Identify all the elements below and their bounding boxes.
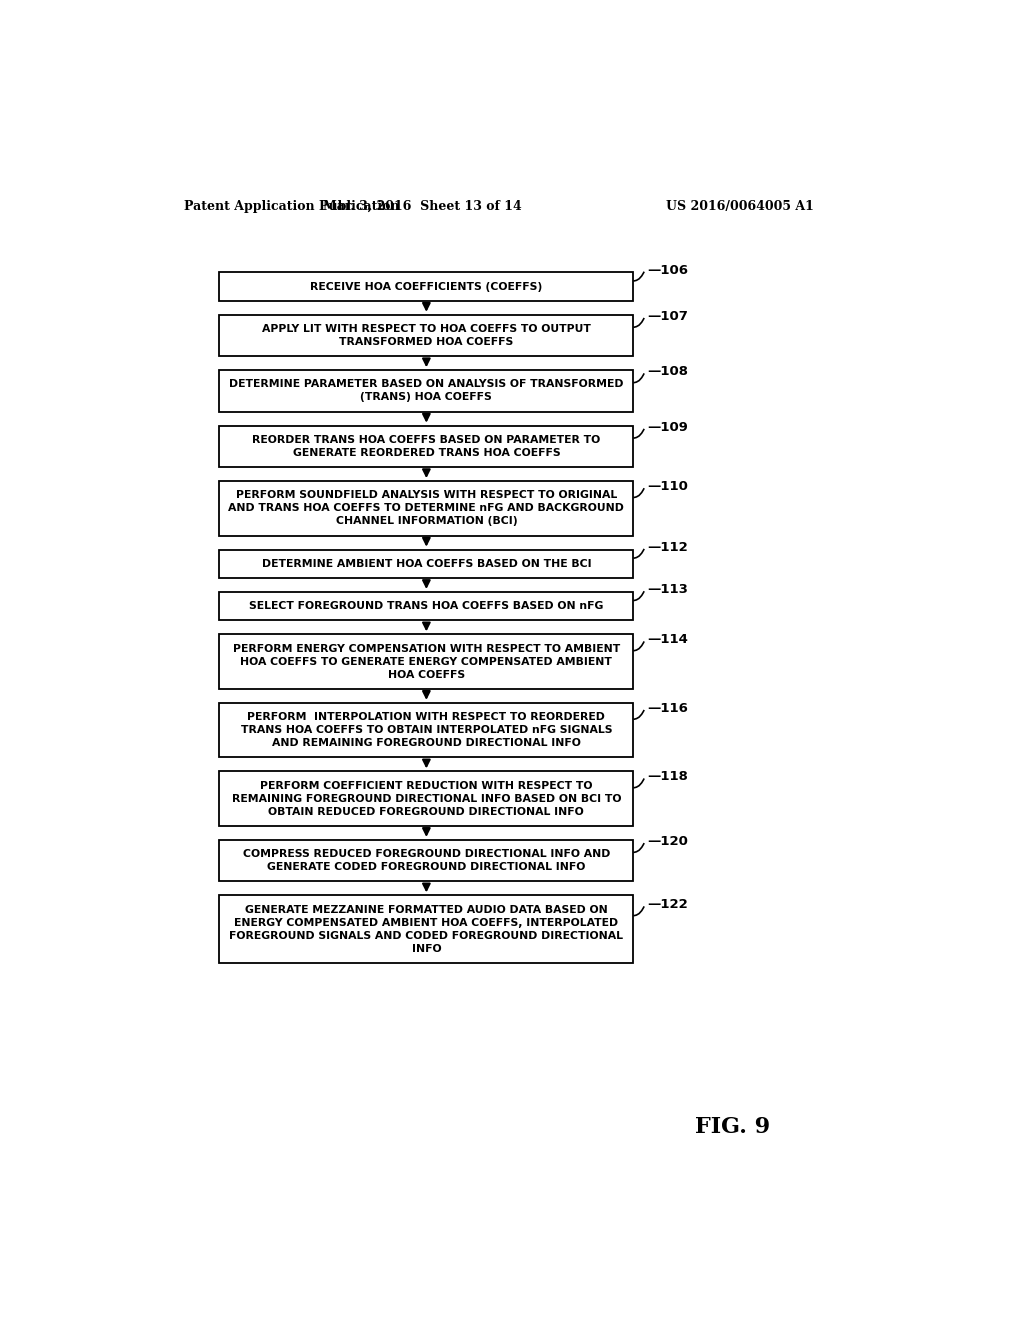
Text: —107: —107 bbox=[647, 310, 688, 323]
Text: APPLY LIT WITH RESPECT TO HOA COEFFS TO OUTPUT: APPLY LIT WITH RESPECT TO HOA COEFFS TO … bbox=[262, 323, 591, 334]
Text: FIG. 9: FIG. 9 bbox=[695, 1117, 770, 1138]
Text: REMAINING FOREGROUND DIRECTIONAL INFO BASED ON BCI TO: REMAINING FOREGROUND DIRECTIONAL INFO BA… bbox=[231, 793, 622, 804]
Text: SELECT FOREGROUND TRANS HOA COEFFS BASED ON nFG: SELECT FOREGROUND TRANS HOA COEFFS BASED… bbox=[249, 601, 603, 611]
Text: GENERATE MEZZANINE FORMATTED AUDIO DATA BASED ON: GENERATE MEZZANINE FORMATTED AUDIO DATA … bbox=[245, 904, 608, 915]
Text: —122: —122 bbox=[647, 899, 688, 911]
Text: —114: —114 bbox=[647, 634, 688, 647]
Text: DETERMINE PARAMETER BASED ON ANALYSIS OF TRANSFORMED: DETERMINE PARAMETER BASED ON ANALYSIS OF… bbox=[229, 379, 624, 389]
Text: —113: —113 bbox=[647, 583, 688, 597]
Text: —106: —106 bbox=[647, 264, 688, 277]
Text: PERFORM  INTERPOLATION WITH RESPECT TO REORDERED: PERFORM INTERPOLATION WITH RESPECT TO RE… bbox=[248, 711, 605, 722]
Text: GENERATE CODED FOREGROUND DIRECTIONAL INFO: GENERATE CODED FOREGROUND DIRECTIONAL IN… bbox=[267, 862, 586, 873]
Text: PERFORM SOUNDFIELD ANALYSIS WITH RESPECT TO ORIGINAL: PERFORM SOUNDFIELD ANALYSIS WITH RESPECT… bbox=[236, 490, 617, 500]
Text: PERFORM ENERGY COMPENSATION WITH RESPECT TO AMBIENT: PERFORM ENERGY COMPENSATION WITH RESPECT… bbox=[232, 644, 620, 653]
Text: Mar. 3, 2016  Sheet 13 of 14: Mar. 3, 2016 Sheet 13 of 14 bbox=[324, 199, 522, 213]
Bar bbox=[219, 840, 633, 882]
Text: AND REMAINING FOREGROUND DIRECTIONAL INFO: AND REMAINING FOREGROUND DIRECTIONAL INF… bbox=[272, 738, 581, 748]
Text: —108: —108 bbox=[647, 366, 688, 379]
Text: TRANS HOA COEFFS TO OBTAIN INTERPOLATED nFG SIGNALS: TRANS HOA COEFFS TO OBTAIN INTERPOLATED … bbox=[241, 725, 612, 735]
Text: TRANSFORMED HOA COEFFS: TRANSFORMED HOA COEFFS bbox=[339, 337, 513, 347]
Text: US 2016/0064005 A1: US 2016/0064005 A1 bbox=[667, 199, 814, 213]
Bar bbox=[219, 591, 633, 620]
Text: GENERATE REORDERED TRANS HOA COEFFS: GENERATE REORDERED TRANS HOA COEFFS bbox=[293, 447, 560, 458]
Bar bbox=[219, 895, 633, 964]
Text: AND TRANS HOA COEFFS TO DETERMINE nFG AND BACKGROUND: AND TRANS HOA COEFFS TO DETERMINE nFG AN… bbox=[228, 503, 625, 513]
Bar bbox=[219, 370, 633, 412]
Bar bbox=[219, 549, 633, 578]
Text: —112: —112 bbox=[647, 541, 688, 554]
Text: —120: —120 bbox=[647, 836, 688, 847]
Text: —116: —116 bbox=[647, 702, 688, 715]
Text: —109: —109 bbox=[647, 421, 688, 434]
Bar bbox=[219, 771, 633, 826]
Text: ENERGY COMPENSATED AMBIENT HOA COEFFS, INTERPOLATED: ENERGY COMPENSATED AMBIENT HOA COEFFS, I… bbox=[234, 917, 618, 928]
Text: Patent Application Publication: Patent Application Publication bbox=[183, 199, 399, 213]
Text: PERFORM COEFFICIENT REDUCTION WITH RESPECT TO: PERFORM COEFFICIENT REDUCTION WITH RESPE… bbox=[260, 780, 593, 791]
Text: HOA COEFFS: HOA COEFFS bbox=[388, 669, 465, 680]
Text: DETERMINE AMBIENT HOA COEFFS BASED ON THE BCI: DETERMINE AMBIENT HOA COEFFS BASED ON TH… bbox=[261, 558, 591, 569]
Text: (TRANS) HOA COEFFS: (TRANS) HOA COEFFS bbox=[360, 392, 493, 403]
Bar bbox=[219, 635, 633, 689]
Bar bbox=[219, 272, 633, 301]
Text: OBTAIN REDUCED FOREGROUND DIRECTIONAL INFO: OBTAIN REDUCED FOREGROUND DIRECTIONAL IN… bbox=[268, 807, 585, 817]
Text: COMPRESS REDUCED FOREGROUND DIRECTIONAL INFO AND: COMPRESS REDUCED FOREGROUND DIRECTIONAL … bbox=[243, 849, 610, 859]
Text: —110: —110 bbox=[647, 480, 688, 494]
Text: RECEIVE HOA COEFFICIENTS (COEFFS): RECEIVE HOA COEFFICIENTS (COEFFS) bbox=[310, 281, 543, 292]
Text: HOA COEFFS TO GENERATE ENERGY COMPENSATED AMBIENT: HOA COEFFS TO GENERATE ENERGY COMPENSATE… bbox=[241, 656, 612, 667]
Text: CHANNEL INFORMATION (BCI): CHANNEL INFORMATION (BCI) bbox=[336, 516, 517, 527]
Text: —118: —118 bbox=[647, 771, 688, 784]
Bar bbox=[219, 702, 633, 758]
Text: FOREGROUND SIGNALS AND CODED FOREGROUND DIRECTIONAL: FOREGROUND SIGNALS AND CODED FOREGROUND … bbox=[229, 931, 624, 941]
Bar bbox=[219, 314, 633, 356]
Bar bbox=[219, 480, 633, 536]
Bar bbox=[219, 425, 633, 467]
Text: REORDER TRANS HOA COEFFS BASED ON PARAMETER TO: REORDER TRANS HOA COEFFS BASED ON PARAME… bbox=[252, 434, 600, 445]
Text: INFO: INFO bbox=[412, 944, 441, 954]
